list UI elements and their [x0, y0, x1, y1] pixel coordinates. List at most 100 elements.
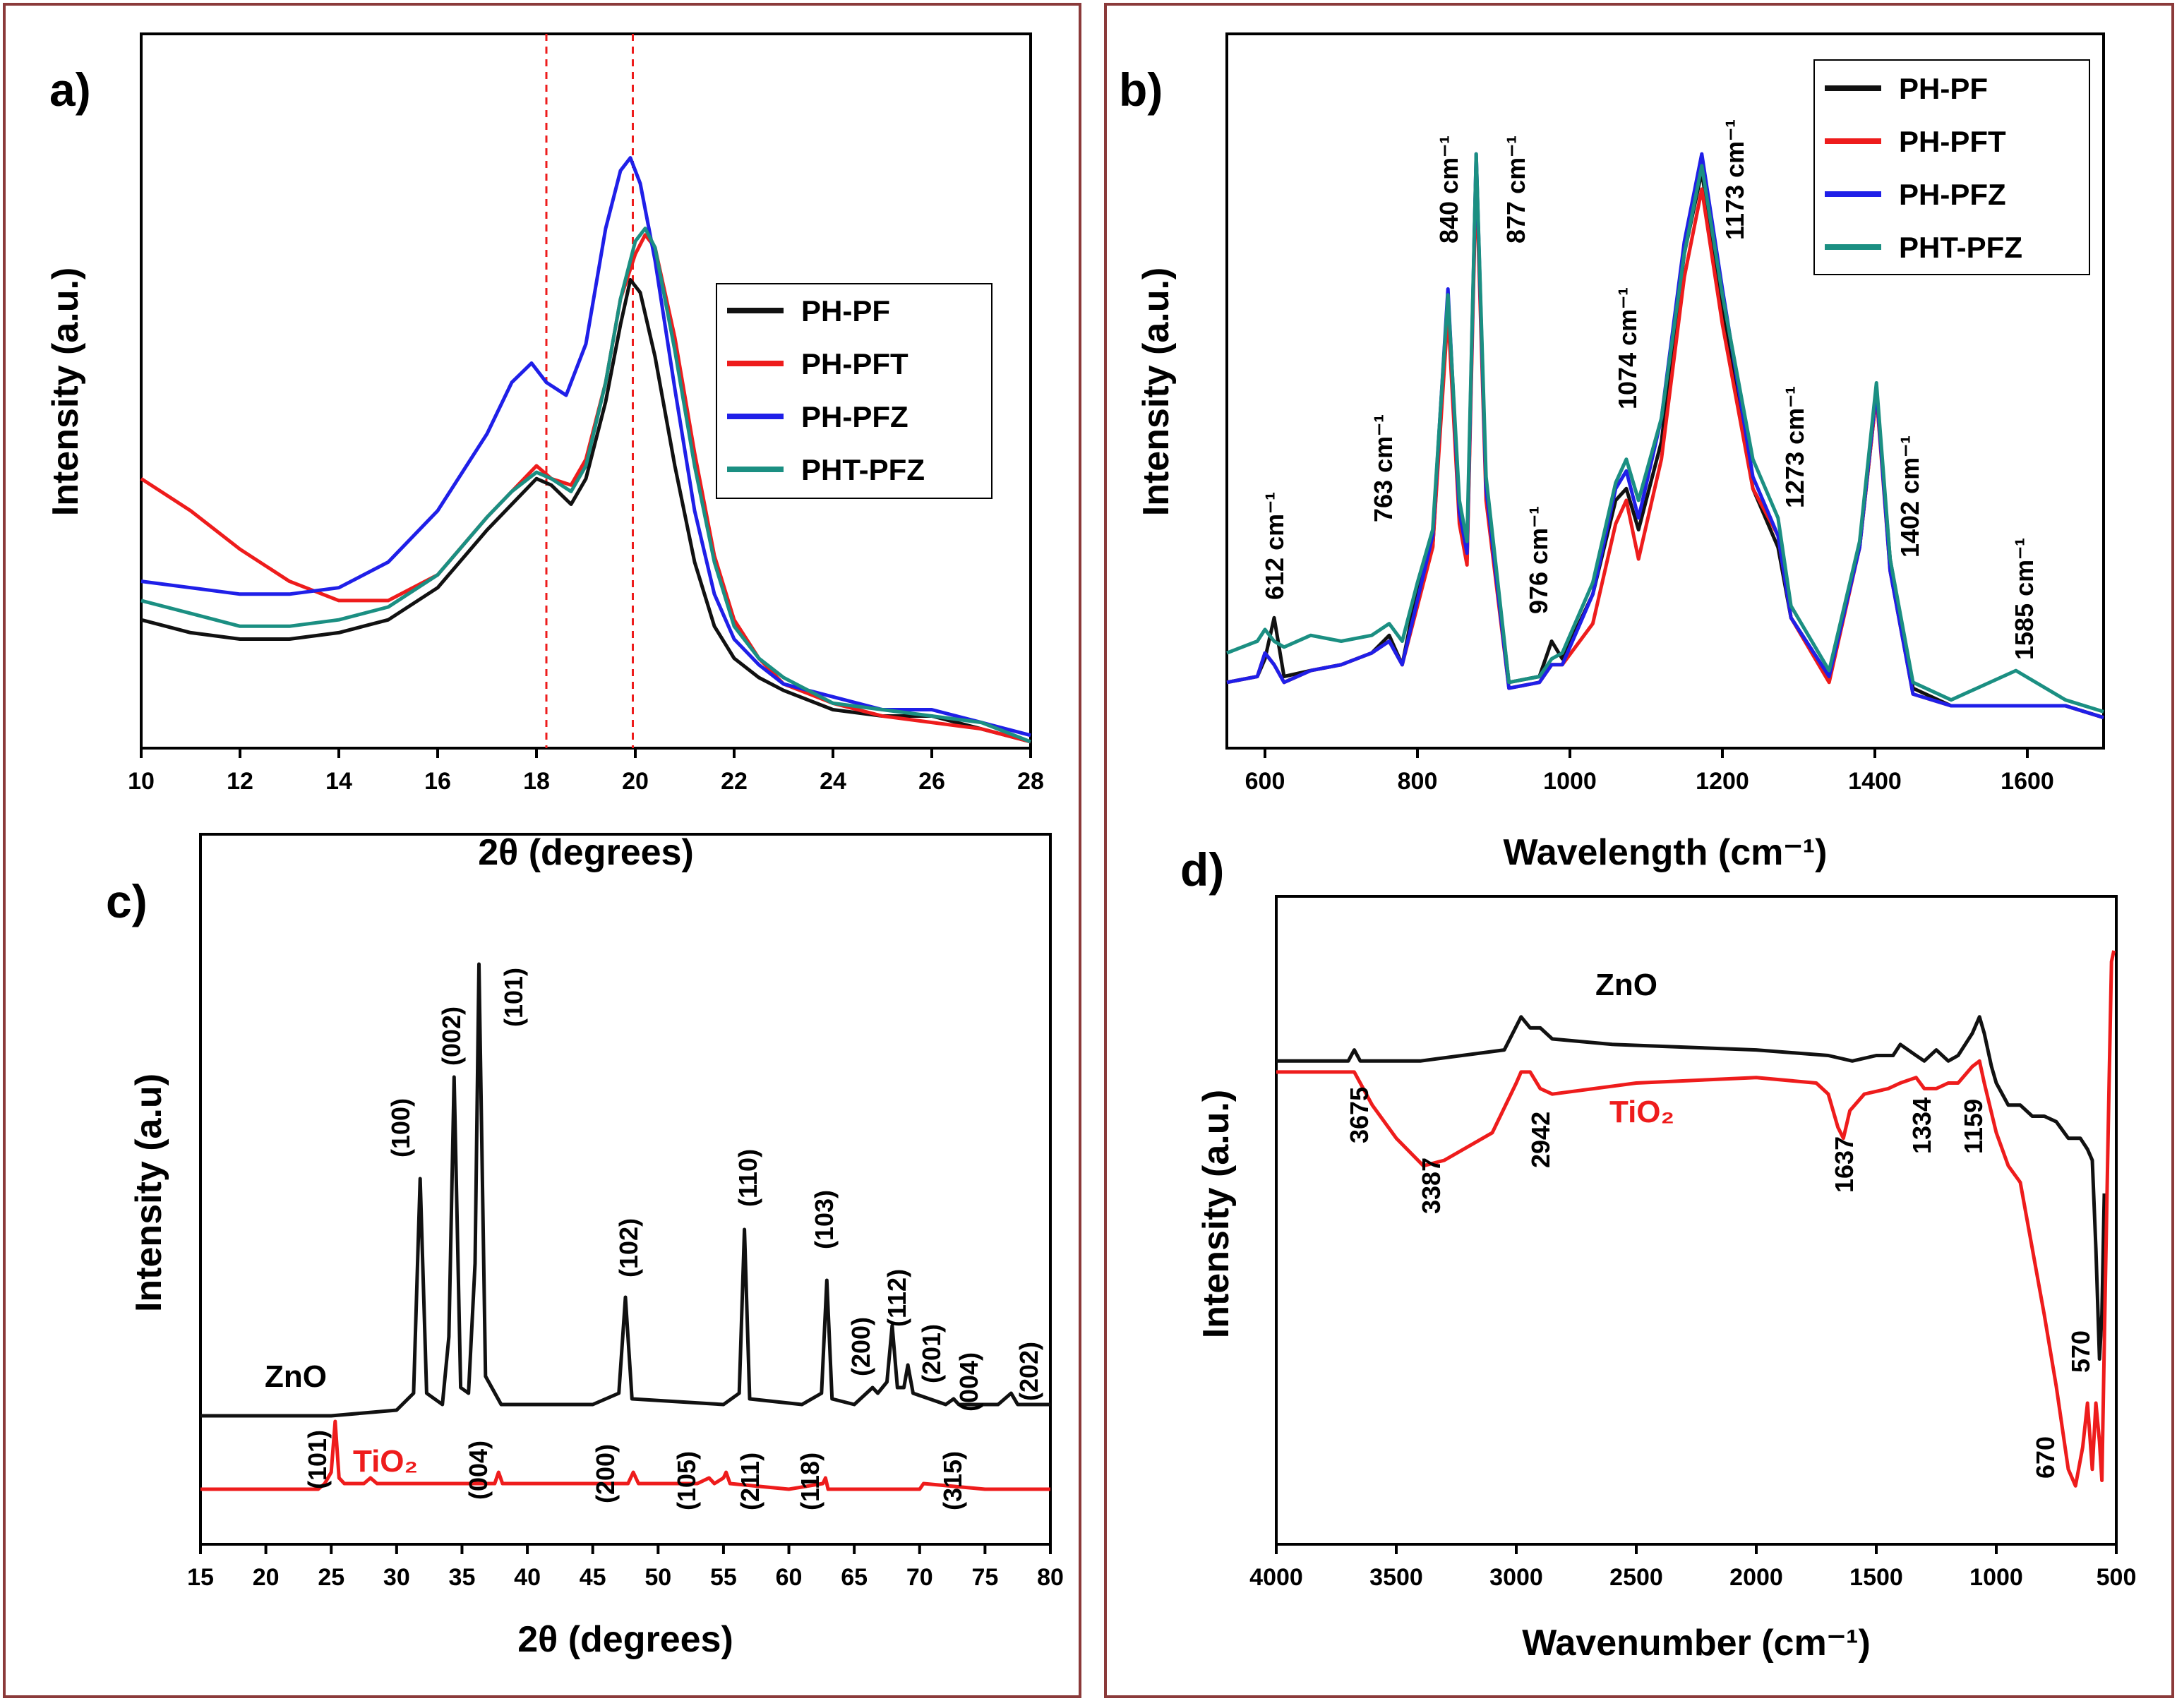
b-peak-1402: 1402 cm⁻¹ — [1895, 435, 1924, 558]
panel-d-series-tio- — [1276, 950, 2116, 1488]
panel-c-plot-area — [199, 833, 1052, 1546]
c-zno-plane-101: (101) — [499, 968, 528, 1027]
panel-a-legend-box — [716, 283, 992, 499]
panel-c-ylabel: Intensity (a.u) — [128, 1073, 169, 1312]
b-peak-1173: 1173 cm⁻¹ — [1720, 119, 1749, 240]
b-peak-976: 976 cm⁻¹ — [1524, 506, 1553, 614]
c-zno-label: ZnO — [265, 1359, 327, 1394]
panel-c-xtick-label: 60 — [776, 1564, 803, 1591]
b-peak-877: 877 cm⁻¹ — [1501, 136, 1530, 243]
right-panel-frame — [1104, 3, 2174, 1698]
panel-b-label: b) — [1119, 64, 1163, 116]
panel-c-xtick-label: 35 — [449, 1564, 476, 1591]
panel-a-xtick-label: 10 — [128, 768, 155, 795]
d-tio2-label: TiO₂ — [1609, 1095, 1674, 1129]
panel-c-label: c) — [106, 875, 148, 927]
panel-d-xlabel: Wavenumber (cm⁻¹) — [1522, 1623, 1871, 1664]
c-tio2-label: TiO₂ — [353, 1444, 418, 1479]
panel-d-xtick-label: 1500 — [1849, 1564, 1903, 1591]
panel-b-xtick-label: 600 — [1245, 768, 1285, 795]
panel-a-xtick-label: 28 — [1017, 768, 1044, 795]
panel-c-xtick-label: 75 — [971, 1564, 998, 1591]
panel-c-xlabel: 2θ (degrees) — [517, 1619, 733, 1660]
c-zno-plane-110: (110) — [733, 1149, 762, 1207]
panel-b-xtick-label: 1400 — [1848, 768, 1902, 795]
d-peak-670: 670 — [2031, 1436, 2060, 1479]
panel-d-series-zno — [1276, 1015, 2106, 1361]
panel-b-legend-pht-pfz: PHT-PFZ — [1899, 231, 2022, 264]
panel-c-xtick-label: 65 — [841, 1564, 868, 1591]
d-peak-3387: 3387 — [1417, 1157, 1446, 1214]
panel-c-series-zno — [200, 962, 1050, 1418]
panel-d: d) 4000 3500 3000 2500 2000 1500 1000 500 Waven… — [1180, 843, 2136, 1664]
panel-a-xtick-label: 14 — [325, 768, 352, 795]
panel-d-xtick-label: 1000 — [1969, 1564, 2023, 1591]
c-tio2-plane-118: (118) — [796, 1453, 824, 1510]
panel-d-xtick-label: 2500 — [1609, 1564, 1663, 1591]
c-zno-plane-202: (202) — [1014, 1342, 1043, 1401]
c-zno-plane-100: (100) — [386, 1098, 415, 1157]
c-tio2-plane-315: (315) — [938, 1451, 967, 1510]
left-panel-frame — [3, 3, 1081, 1698]
panel-a-label: a) — [49, 64, 91, 116]
c-tio2-plane-211: (211) — [736, 1453, 764, 1510]
panel-b-xtick-label: 1000 — [1543, 768, 1597, 795]
panel-d-xtick-label: 4000 — [1249, 1564, 1303, 1591]
panel-c-xtick-label: 30 — [383, 1564, 410, 1591]
panel-d-xtick-label: 500 — [2097, 1564, 2137, 1591]
d-peak-3675: 3675 — [1345, 1087, 1374, 1143]
panel-c-xtick-label: 20 — [253, 1564, 280, 1591]
panel-d-ylabel: Intensity (a.u.) — [1196, 1090, 1237, 1338]
panel-b-xtick-label: 1200 — [1696, 768, 1749, 795]
c-tio2-plane-101: (101) — [303, 1430, 332, 1489]
panel-a-legend-ph-pf: PH-PF — [801, 294, 890, 327]
c-zno-plane-112: (112) — [882, 1269, 911, 1327]
panel-d-xtick-label: 3500 — [1369, 1564, 1423, 1591]
panel-a-xtick-label: 16 — [424, 768, 451, 795]
panel-c-xtick-label: 25 — [318, 1564, 344, 1591]
panel-b-xlabel: Wavelength (cm⁻¹) — [1504, 832, 1828, 873]
panel-a-legend-pht-pfz: PHT-PFZ — [801, 453, 925, 486]
panel-b-ylabel: Intensity (a.u.) — [1136, 267, 1177, 516]
panel-b-legend-box — [1813, 59, 2090, 275]
b-peak-1585: 1585 cm⁻¹ — [2010, 538, 2039, 660]
panel-a-series-ph-pfz — [140, 156, 1031, 738]
panel-a-xlabel: 2θ (degrees) — [478, 832, 694, 873]
panel-c-xtick-label: 55 — [710, 1564, 737, 1591]
d-peak-2942: 2942 — [1526, 1112, 1555, 1168]
panel-d-plot-area — [1275, 895, 2118, 1546]
b-peak-840: 840 cm⁻¹ — [1434, 136, 1463, 243]
b-peak-1074: 1074 cm⁻¹ — [1613, 287, 1642, 409]
panel-a-legend: PH-PF PH-PFT PH-PFZ PHT-PFZ — [716, 283, 992, 499]
b-peak-612: 612 cm⁻¹ — [1260, 492, 1289, 600]
panel-a-xtick-label: 18 — [523, 768, 550, 795]
panel-c: c) 15 20 25 30 35 40 45 50 55 60 65 70 75 80 2θ (degr… — [106, 833, 1064, 1660]
panel-b-legend-ph-pf: PH-PF — [1899, 72, 1988, 105]
panel-c-xtick-label: 50 — [644, 1564, 671, 1591]
panel-a-xtick-label: 24 — [820, 768, 846, 795]
panel-b-plot-area — [1225, 32, 2105, 750]
c-zno-plane-103: (103) — [810, 1190, 839, 1249]
panel-a-series-ph-pf — [140, 277, 1031, 744]
c-tio2-plane-004: (004) — [464, 1441, 493, 1500]
d-peak-1159: 1159 — [1959, 1099, 1988, 1154]
c-tio2-plane-105: (105) — [672, 1451, 701, 1510]
panel-c-series-tio- — [200, 1419, 1050, 1491]
panel-a-xtick-label: 20 — [622, 768, 649, 795]
panel-d-xtick-label: 2000 — [1729, 1564, 1783, 1591]
panel-b-legend-ph-pft: PH-PFT — [1899, 125, 2006, 158]
panel-b-series-pht-pfz — [1226, 152, 2104, 714]
panel-a-legend-ph-pft: PH-PFT — [801, 347, 908, 380]
panel-d-label: d) — [1180, 843, 1224, 896]
panel-b: b) 600 800 1000 1200 1400 1600 Wavelength (cm… — [1119, 32, 2105, 873]
b-peak-1273: 1273 cm⁻¹ — [1780, 386, 1809, 508]
panel-b-xtick-label: 800 — [1398, 768, 1438, 795]
c-tio2-plane-200: (200) — [591, 1444, 620, 1503]
panel-c-xtick-label: 80 — [1037, 1564, 1064, 1591]
panel-c-xtick-label: 70 — [906, 1564, 933, 1591]
panel-a-plot-area — [140, 32, 1032, 750]
d-peak-1334: 1334 — [1907, 1097, 1936, 1154]
panel-b-xtick-label: 1600 — [2001, 768, 2054, 795]
